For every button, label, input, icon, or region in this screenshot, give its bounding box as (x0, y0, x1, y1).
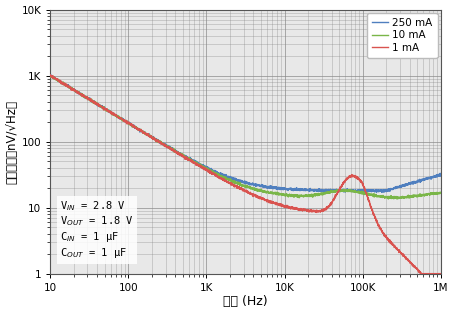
1 mA (214, 174, 220, 178)
1 mA (418, 272, 424, 275)
250 mA (115, 115, 121, 118)
1 mA (48, 73, 53, 77)
Legend: 250 mA, 10 mA, 1 mA: 250 mA, 10 mA, 1 mA (367, 13, 438, 58)
1 mA (92, 101, 98, 105)
10 mA (389, 196, 394, 199)
10 mA (48, 73, 53, 77)
250 mA (438, 173, 444, 176)
250 mA (214, 170, 220, 174)
250 mA (48, 73, 53, 77)
1 mA (388, 240, 394, 244)
10 mA (430, 192, 436, 196)
10 mA (48, 73, 54, 77)
1 mA (115, 115, 121, 118)
250 mA (430, 175, 436, 179)
1 mA (430, 272, 436, 275)
10 mA (438, 191, 444, 194)
250 mA (92, 100, 98, 104)
Line: 10 mA: 10 mA (50, 75, 441, 199)
1 mA (438, 272, 444, 275)
250 mA (197, 163, 203, 166)
1 mA (197, 165, 202, 169)
Line: 1 mA: 1 mA (50, 75, 441, 273)
250 mA (389, 187, 394, 191)
10 mA (115, 115, 121, 119)
10 mA (92, 102, 98, 106)
250 mA (374, 191, 379, 194)
Y-axis label: 输出噪声（nV/√Hz）: 输出噪声（nV/√Hz） (5, 100, 19, 184)
X-axis label: 頻率 (Hz): 頻率 (Hz) (223, 295, 268, 308)
10 mA (385, 197, 391, 201)
Text: V$_{IN}$ = 2.8 V
V$_{OUT}$ = 1.8 V
C$_{IN}$ = 1 μF
C$_{OUT}$ = 1 μF: V$_{IN}$ = 2.8 V V$_{OUT}$ = 1.8 V C$_{I… (60, 199, 134, 260)
Line: 250 mA: 250 mA (50, 75, 441, 192)
10 mA (197, 165, 203, 169)
250 mA (48, 73, 53, 77)
10 mA (214, 173, 220, 176)
